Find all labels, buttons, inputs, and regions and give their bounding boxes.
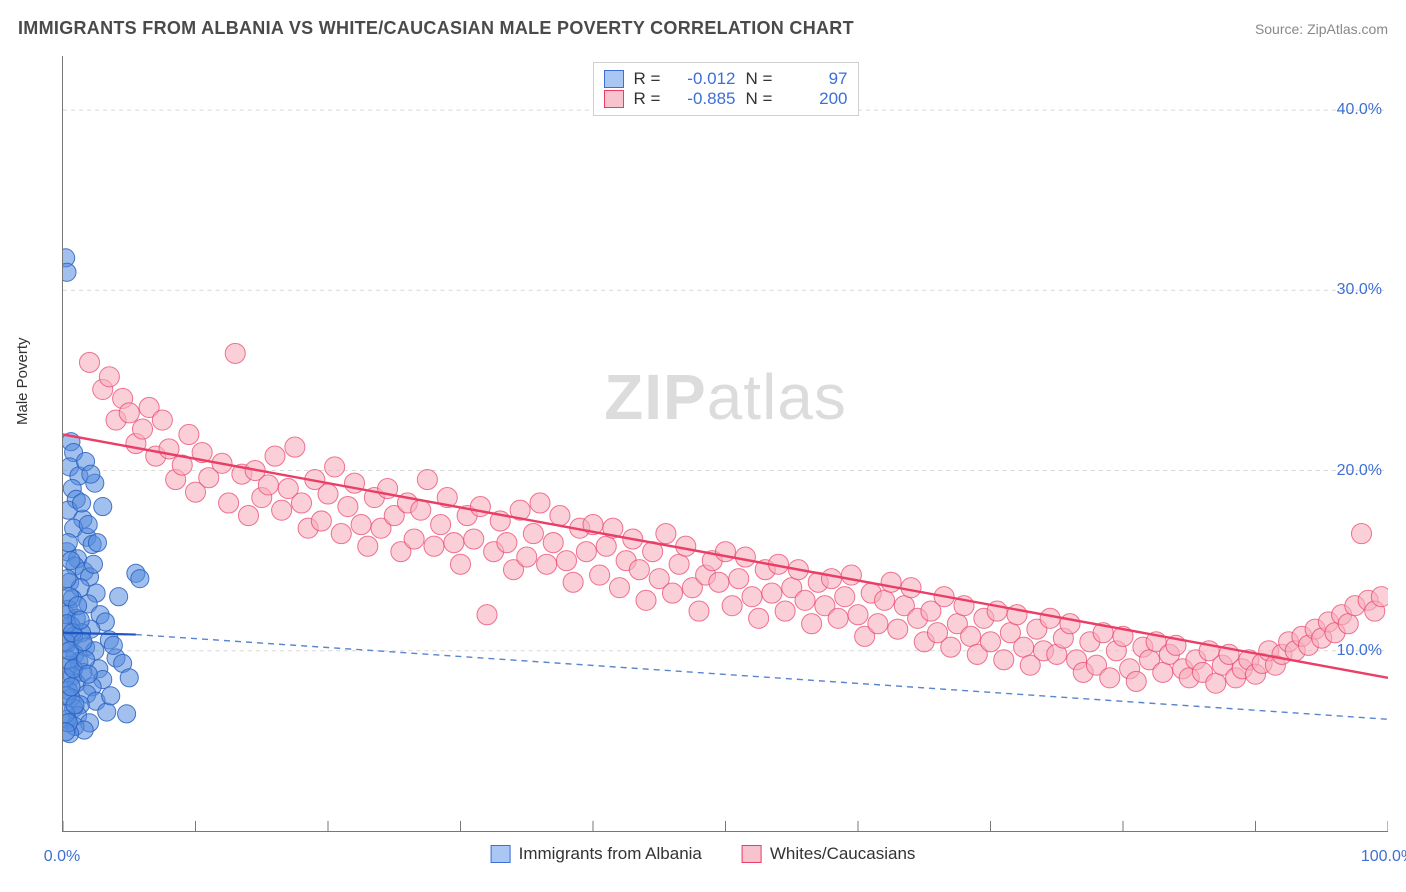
y-tick-label: 20.0% (1337, 462, 1382, 480)
legend-swatch-whites (742, 845, 762, 863)
legend-n-value-whites: 200 (786, 89, 848, 109)
legend-swatch-albania (604, 70, 624, 88)
legend-label-albania: Immigrants from Albania (519, 844, 702, 864)
y-tick-label: 40.0% (1337, 101, 1382, 119)
chart-stage: Male Poverty R = -0.012 N = 97 R = -0.88… (18, 56, 1388, 874)
legend-label-whites: Whites/Caucasians (770, 844, 916, 864)
chart-source: Source: ZipAtlas.com (1255, 21, 1388, 37)
y-tick-label: 10.0% (1337, 642, 1382, 660)
legend-swatch-whites (604, 90, 624, 108)
y-axis-label: Male Poverty (14, 337, 31, 425)
y-tick-label: 30.0% (1337, 281, 1382, 299)
legend-r-value-whites: -0.885 (674, 89, 736, 109)
x-tick-label: 100.0% (1361, 848, 1406, 866)
chart-title: IMMIGRANTS FROM ALBANIA VS WHITE/CAUCASI… (18, 18, 854, 39)
legend-series: Immigrants from Albania Whites/Caucasian… (491, 844, 916, 864)
legend-row-albania: R = -0.012 N = 97 (604, 69, 848, 89)
legend-item-whites: Whites/Caucasians (742, 844, 916, 864)
legend-r-label: R = (634, 69, 664, 89)
chart-header: IMMIGRANTS FROM ALBANIA VS WHITE/CAUCASI… (18, 18, 1388, 39)
legend-r-label: R = (634, 89, 664, 109)
legend-correlation: R = -0.012 N = 97 R = -0.885 N = 200 (593, 62, 859, 116)
legend-n-label: N = (746, 69, 776, 89)
legend-item-albania: Immigrants from Albania (491, 844, 702, 864)
x-tick-label: 0.0% (44, 848, 80, 866)
plot-area: R = -0.012 N = 97 R = -0.885 N = 200 ZIP… (62, 56, 1388, 832)
scatter-plot-svg (63, 56, 1388, 831)
legend-r-value-albania: -0.012 (674, 69, 736, 89)
legend-row-whites: R = -0.885 N = 200 (604, 89, 848, 109)
legend-n-label: N = (746, 89, 776, 109)
legend-n-value-albania: 97 (786, 69, 848, 89)
legend-swatch-albania (491, 845, 511, 863)
